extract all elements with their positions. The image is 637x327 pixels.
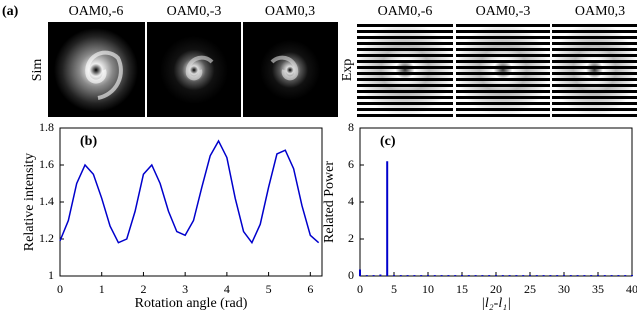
exp-fringes — [552, 22, 637, 117]
exp-fringes — [357, 22, 453, 117]
y-tick-label: 0 — [348, 268, 354, 282]
y-tick-label: 1.8 — [39, 120, 54, 134]
image-title: OAM0,-3 — [476, 4, 531, 19]
y-tick-label: 2 — [348, 231, 354, 245]
sim-spot — [160, 36, 228, 104]
axes-frame — [360, 128, 632, 276]
row-label: Sim — [30, 59, 45, 82]
sim-spot — [54, 28, 138, 112]
y-axis-label: Relative intensity — [22, 153, 37, 251]
panel-label: (a) — [2, 4, 19, 19]
y-tick-label: 8 — [348, 120, 354, 134]
y-tick-label: 1.4 — [39, 194, 54, 208]
x-tick-label: 30 — [558, 282, 570, 296]
x-tick-label: 5 — [266, 282, 272, 296]
y-tick-label: 6 — [348, 157, 354, 171]
x-tick-label: 1 — [99, 282, 105, 296]
image-title: OAM0,3 — [265, 4, 315, 19]
annotation: (b) — [80, 134, 97, 149]
x-tick-label: 10 — [422, 282, 434, 296]
x-tick-label: 15 — [456, 282, 468, 296]
x-tick-label: 3 — [182, 282, 188, 296]
axes-frame — [60, 128, 322, 276]
x-axis-label: |l₂-l₁| — [481, 296, 511, 311]
sim-spot — [260, 40, 320, 100]
annotation: (c) — [380, 134, 396, 149]
exp-images — [357, 22, 637, 117]
exp-fringes — [456, 22, 550, 117]
x-tick-label: 0 — [357, 282, 363, 296]
y-tick-label: 1 — [48, 268, 54, 282]
sim-images — [48, 22, 338, 117]
x-tick-label: 5 — [391, 282, 397, 296]
figure: (a) OAM0,-6 OAM0,-3 OAM0,3 OAM0,-6 OAM0,… — [0, 0, 637, 322]
y-tick-label: 1.2 — [39, 231, 54, 245]
x-tick-label: 40 — [626, 282, 637, 296]
image-title: OAM0,-6 — [378, 4, 433, 19]
y-tick-label: 4 — [348, 194, 354, 208]
y-tick-label: 1.6 — [39, 157, 54, 171]
image-title: OAM0,-3 — [167, 4, 222, 19]
row-label: Exp — [340, 59, 355, 82]
y-axis-label: Related Power — [322, 161, 337, 243]
image-title: OAM0,-6 — [69, 4, 124, 19]
x-tick-label: 4 — [224, 282, 230, 296]
x-tick-label: 0 — [57, 282, 63, 296]
image-title: OAM0,3 — [575, 4, 625, 19]
x-tick-label: 25 — [524, 282, 536, 296]
x-tick-label: 6 — [307, 282, 313, 296]
data-line — [60, 141, 319, 243]
x-tick-label: 35 — [592, 282, 604, 296]
x-tick-label: 2 — [140, 282, 146, 296]
x-tick-label: 20 — [490, 282, 502, 296]
x-axis-label: Rotation angle (rad) — [135, 296, 248, 311]
